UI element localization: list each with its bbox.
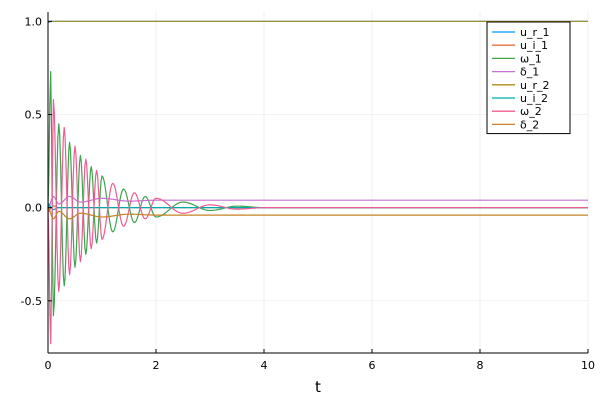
axes [47,12,588,354]
x-tick-label: 8 [477,359,484,372]
x-tick-label: 10 [581,359,595,372]
legend-label-2: u_i_1 [520,39,548,52]
y-tick-label: 0.5 [25,108,43,121]
x-tick-label: 0 [45,359,52,372]
legend-label-8: δ_2 [520,118,539,131]
y-tick-label: 1.0 [25,15,43,28]
y-tick-label: -0.5 [21,295,42,308]
legend-label-3: ω_1 [520,52,542,65]
series-line-8 [47,207,588,220]
series-line-5 [47,20,588,23]
tick-labels: 0 2 4 6 8 10 -0.5 0.0 0.5 1.0 [21,15,595,372]
legend-label-1: u_r_1 [520,26,550,39]
y-tick-label: 0.0 [25,202,43,215]
x-tick-label: 2 [153,359,160,372]
series-lines [47,20,588,345]
x-axis-title: t [315,378,321,396]
legend-label-5: u_r_2 [520,79,550,92]
x-tick-label: 6 [369,359,376,372]
legend: u_r_1u_i_1ω_1δ_1u_r_2u_i_2ω_2δ_2 [486,21,571,135]
x-tick-label: 4 [261,359,268,372]
series-line-7 [47,98,588,345]
legend-label-6: u_i_2 [520,92,548,105]
legend-box [486,21,571,135]
legend-label-7: ω_2 [520,105,542,118]
legend-label-4: δ_1 [520,66,539,79]
